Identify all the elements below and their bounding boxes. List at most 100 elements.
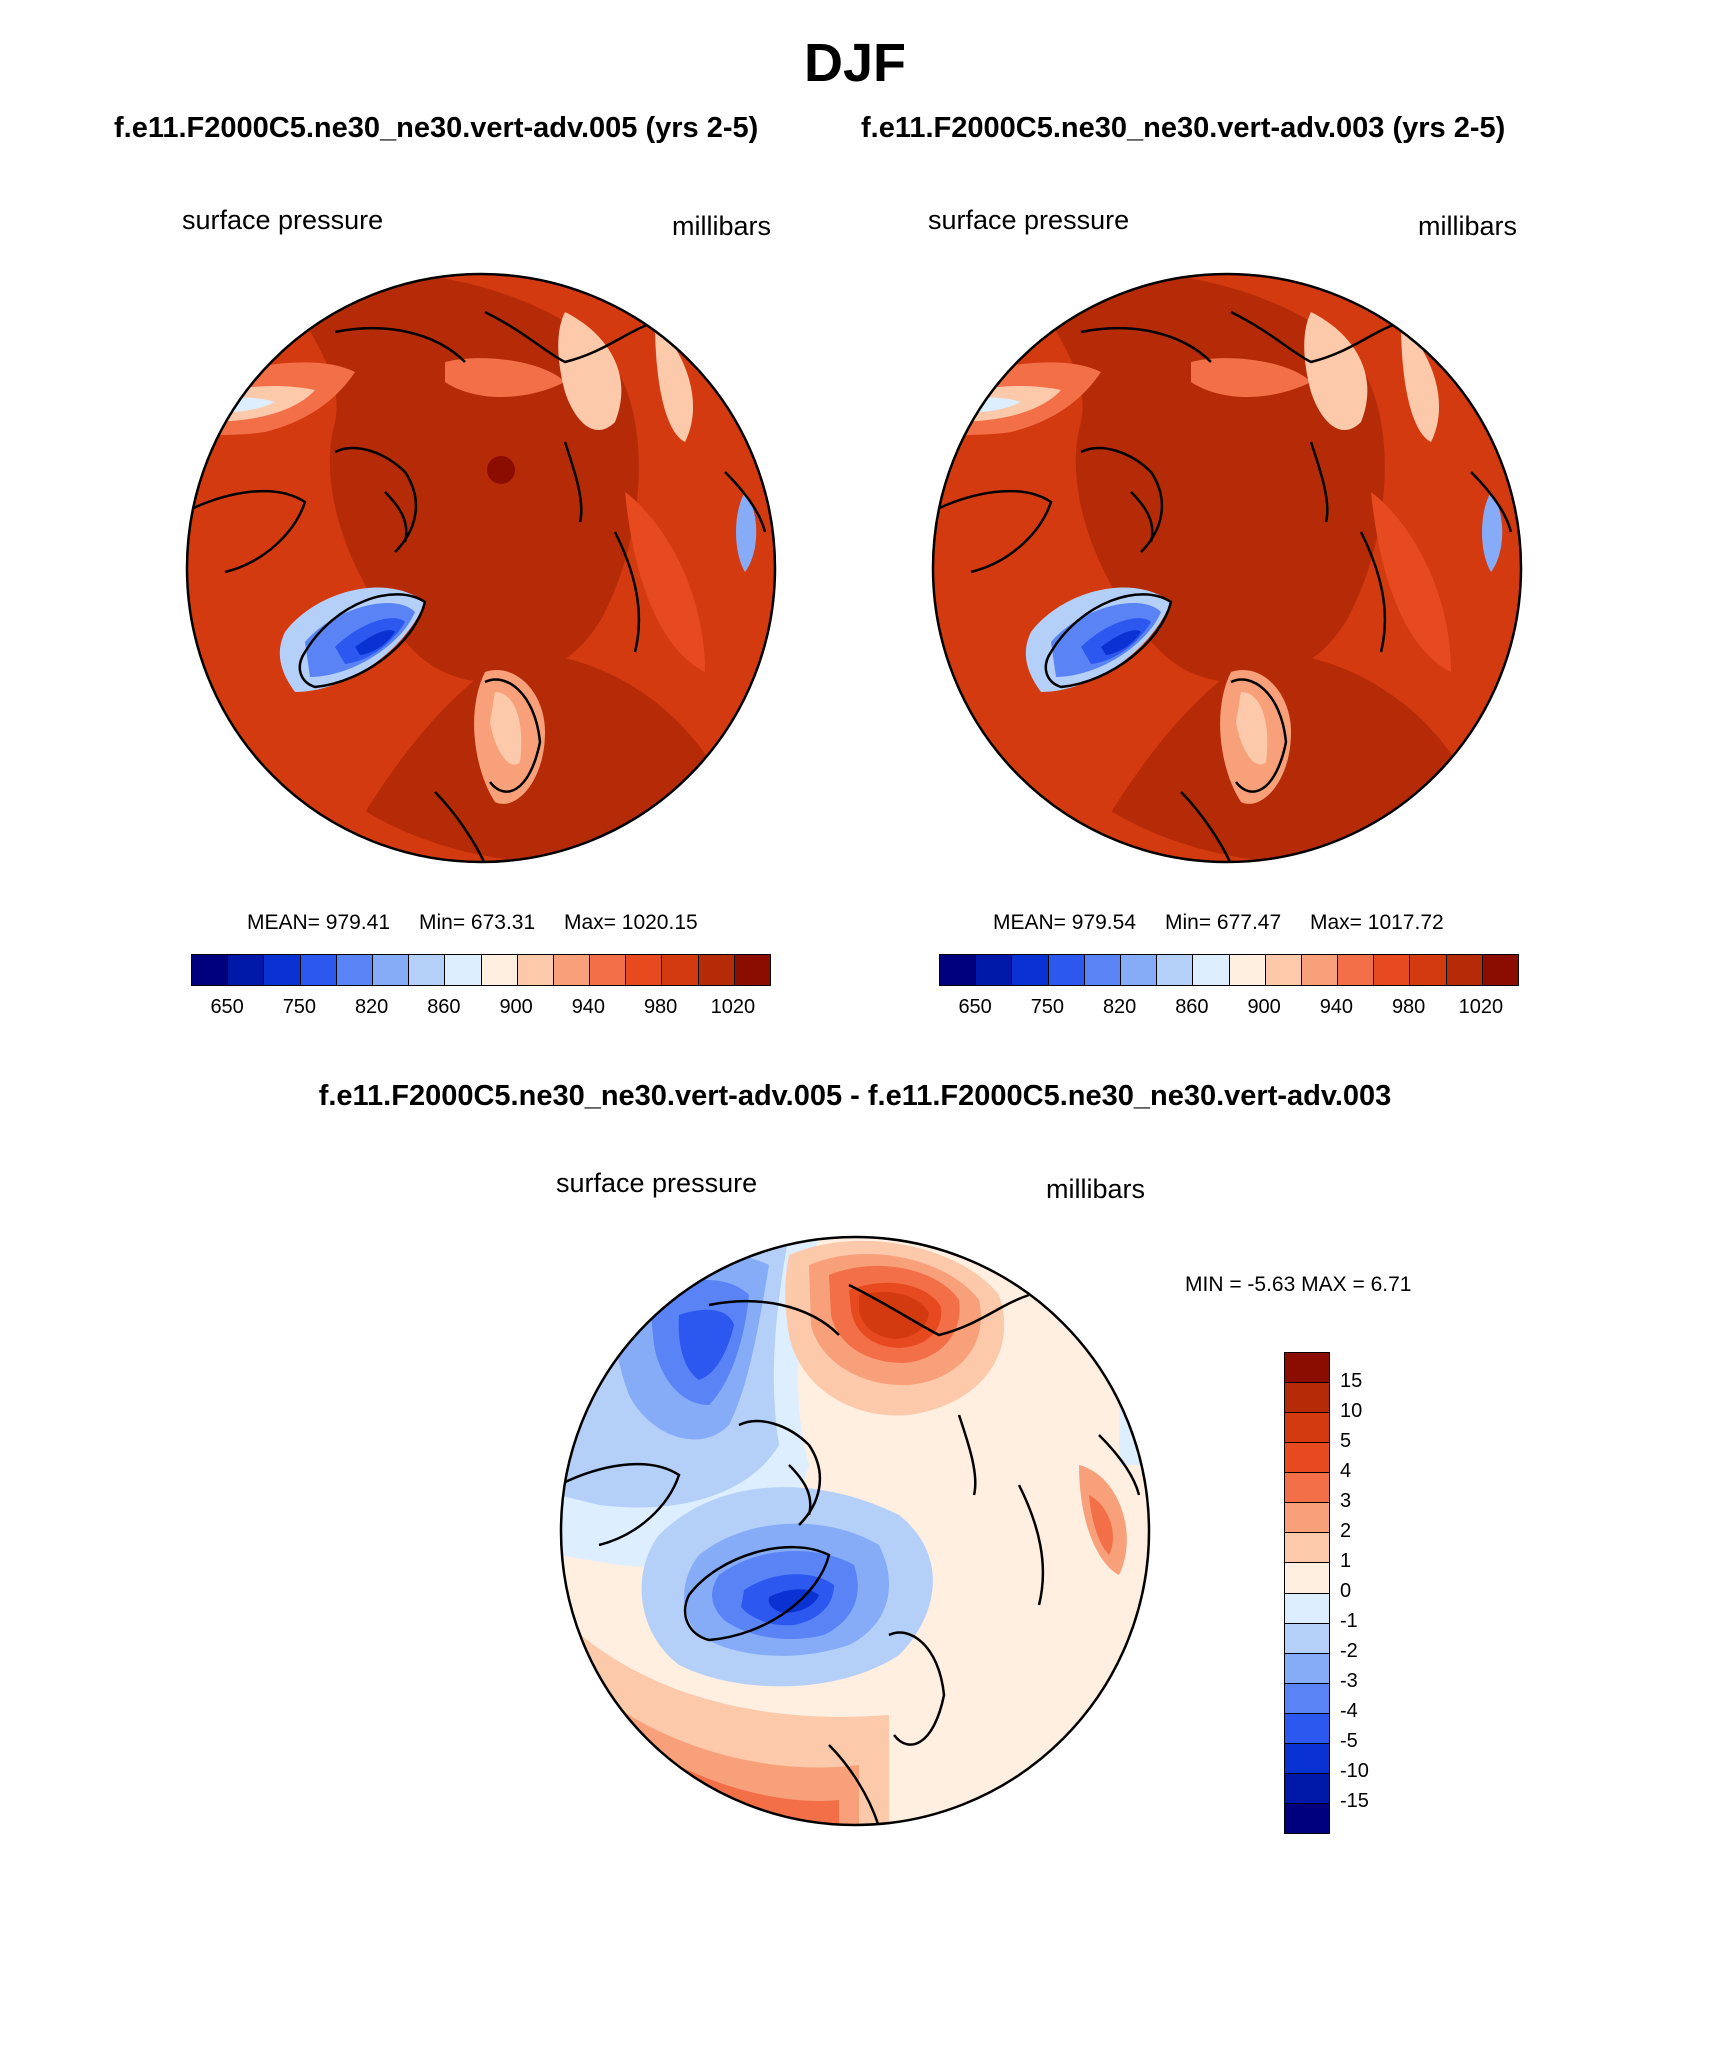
diff-colorbar-tick-label: 2 — [1340, 1520, 1352, 1542]
case-a-min: Min= 673.31 — [419, 911, 536, 934]
diff-colorbar-box — [1285, 1503, 1329, 1534]
case-b-colorbar-tick-label: 820 — [1102, 996, 1137, 1018]
diff-colorbar-tick-label: -1 — [1340, 1610, 1358, 1632]
case-a-colorbar-box — [300, 955, 337, 985]
diff-colorbar-box — [1285, 1683, 1329, 1714]
case-b-units-label: millibars — [1418, 211, 1518, 241]
case-a-colorbar-box — [590, 955, 627, 985]
diff-colorbar-tick-label: -4 — [1340, 1700, 1358, 1722]
diff-colorbar-box — [1285, 1533, 1329, 1564]
case-a-variable-label: surface pressure — [182, 205, 384, 235]
case-b-colorbar-box — [1265, 955, 1302, 985]
case-b-colorbar-box — [1084, 955, 1121, 985]
case-a-colorbar-box — [192, 955, 229, 985]
case-b-colorbar-tick-label: 980 — [1391, 996, 1426, 1018]
diff-colorbar-tick-label: -2 — [1340, 1640, 1358, 1662]
diff-colorbar-tick-label: -15 — [1340, 1790, 1369, 1812]
case-a-colorbar-box — [626, 955, 663, 985]
case-a-mean: MEAN= 979.41 — [247, 911, 391, 934]
diff-colorbar-box — [1285, 1593, 1329, 1624]
diff-colorbar-tick-label: 1 — [1340, 1550, 1352, 1572]
case-a-colorbar-box — [264, 955, 301, 985]
case-b-colorbar-box — [1482, 955, 1518, 985]
case-a-colorbar-box — [553, 955, 591, 985]
diff-colorbar-box — [1285, 1383, 1329, 1414]
case-b-polar-map — [931, 272, 1523, 864]
diff-colorbar-box — [1285, 1413, 1329, 1444]
page-title: DJF — [803, 33, 906, 93]
case-b-colorbar-box — [1446, 955, 1483, 985]
case-a-colorbar-box — [517, 955, 554, 985]
case-a-colorbar-box — [372, 955, 410, 985]
case-b-variable-label: surface pressure — [928, 205, 1130, 235]
diff-minmax: MIN = -5.63 MAX = 6.71 — [1185, 1273, 1412, 1296]
case-a-colorbar-tick-label: 650 — [210, 996, 244, 1018]
case-a-colorbar-box — [662, 955, 699, 985]
case-b-mean: MEAN= 979.54 — [993, 911, 1137, 934]
diff-units-label: millibars — [1046, 1174, 1146, 1204]
case-b-colorbar-box — [1193, 955, 1230, 985]
case-a-colorbar-tick-label: 820 — [354, 996, 389, 1018]
diff-colorbar-box — [1285, 1443, 1329, 1474]
diff-colorbar — [1284, 1352, 1330, 1834]
case-b-colorbar-box — [1048, 955, 1085, 985]
diff-colorbar-tick-label: 10 — [1340, 1400, 1363, 1422]
diff-colorbar-box — [1285, 1353, 1329, 1384]
case-b-colorbar-box — [1374, 955, 1411, 985]
case-a-colorbar-box — [481, 955, 518, 985]
case-a-colorbar-tick-label: 750 — [282, 996, 317, 1018]
diff-colorbar-box — [1285, 1713, 1329, 1744]
case-a-colorbar-box — [228, 955, 265, 985]
diff-colorbar-box — [1285, 1803, 1329, 1833]
diff-colorbar-box — [1285, 1623, 1329, 1654]
diff-colorbar-tick-label: 4 — [1340, 1460, 1352, 1482]
case-b-colorbar-box — [1338, 955, 1375, 985]
case-a-colorbar — [191, 954, 771, 986]
diff-colorbar-box — [1285, 1773, 1329, 1804]
diff-colorbar-tick-label: 15 — [1340, 1370, 1363, 1392]
case-a-colorbar-tick-label: 1020 — [710, 996, 756, 1018]
case-b-title: f.e11.F2000C5.ne30_ne30.vert-adv.003 (yr… — [861, 112, 1506, 144]
case-b-colorbar — [939, 954, 1519, 986]
case-b-colorbar-box — [1410, 955, 1447, 985]
case-a-polar-map — [185, 272, 777, 864]
case-b-colorbar-box — [1120, 955, 1158, 985]
case-b-colorbar-box — [1229, 955, 1266, 985]
case-b-colorbar-tick-label: 860 — [1175, 996, 1209, 1018]
case-a-colorbar-box — [409, 955, 446, 985]
case-a-colorbar-tick-label: 900 — [499, 996, 533, 1018]
diff-colorbar-tick-label: 3 — [1340, 1490, 1352, 1512]
diff-colorbar-box — [1285, 1743, 1329, 1774]
case-a-colorbar-box — [336, 955, 373, 985]
case-b-colorbar-tick-label: 650 — [958, 996, 992, 1018]
diff-title: f.e11.F2000C5.ne30_ne30.vert-adv.005 - f… — [318, 1080, 1392, 1112]
case-b-colorbar-tick-label: 940 — [1319, 996, 1354, 1018]
case-a-colorbar-box — [734, 955, 770, 985]
case-b-colorbar-box — [1012, 955, 1049, 985]
case-a-units-label: millibars — [672, 211, 772, 241]
case-b-colorbar-tick-label: 900 — [1247, 996, 1281, 1018]
diff-colorbar-box — [1285, 1653, 1329, 1684]
case-a-title: f.e11.F2000C5.ne30_ne30.vert-adv.005 (yr… — [114, 112, 759, 144]
case-a-colorbar-tick-label: 860 — [427, 996, 461, 1018]
diff-colorbar-box — [1285, 1473, 1329, 1504]
diff-variable-label: surface pressure — [556, 1168, 758, 1198]
case-a-max: Max= 1020.15 — [564, 911, 698, 934]
case-b-colorbar-box — [940, 955, 977, 985]
case-b-min: Min= 677.47 — [1165, 911, 1282, 934]
case-b-colorbar-tick-label: 1020 — [1458, 996, 1504, 1018]
case-a-colorbar-tick-label: 980 — [643, 996, 678, 1018]
diff-colorbar-tick-label: 0 — [1340, 1580, 1352, 1602]
diff-colorbar-tick-label: -5 — [1340, 1730, 1358, 1752]
diff-polar-map — [559, 1235, 1151, 1827]
diff-colorbar-box — [1285, 1563, 1329, 1594]
case-b-max: Max= 1017.72 — [1310, 911, 1444, 934]
diff-colorbar-tick-label: 5 — [1340, 1430, 1352, 1452]
case-a-colorbar-box — [445, 955, 482, 985]
case-a-colorbar-box — [698, 955, 735, 985]
case-a-colorbar-tick-label: 940 — [571, 996, 606, 1018]
case-b-colorbar-tick-label: 750 — [1030, 996, 1065, 1018]
diff-colorbar-tick-label: -3 — [1340, 1670, 1358, 1692]
case-b-colorbar-box — [1301, 955, 1339, 985]
case-b-colorbar-box — [976, 955, 1013, 985]
